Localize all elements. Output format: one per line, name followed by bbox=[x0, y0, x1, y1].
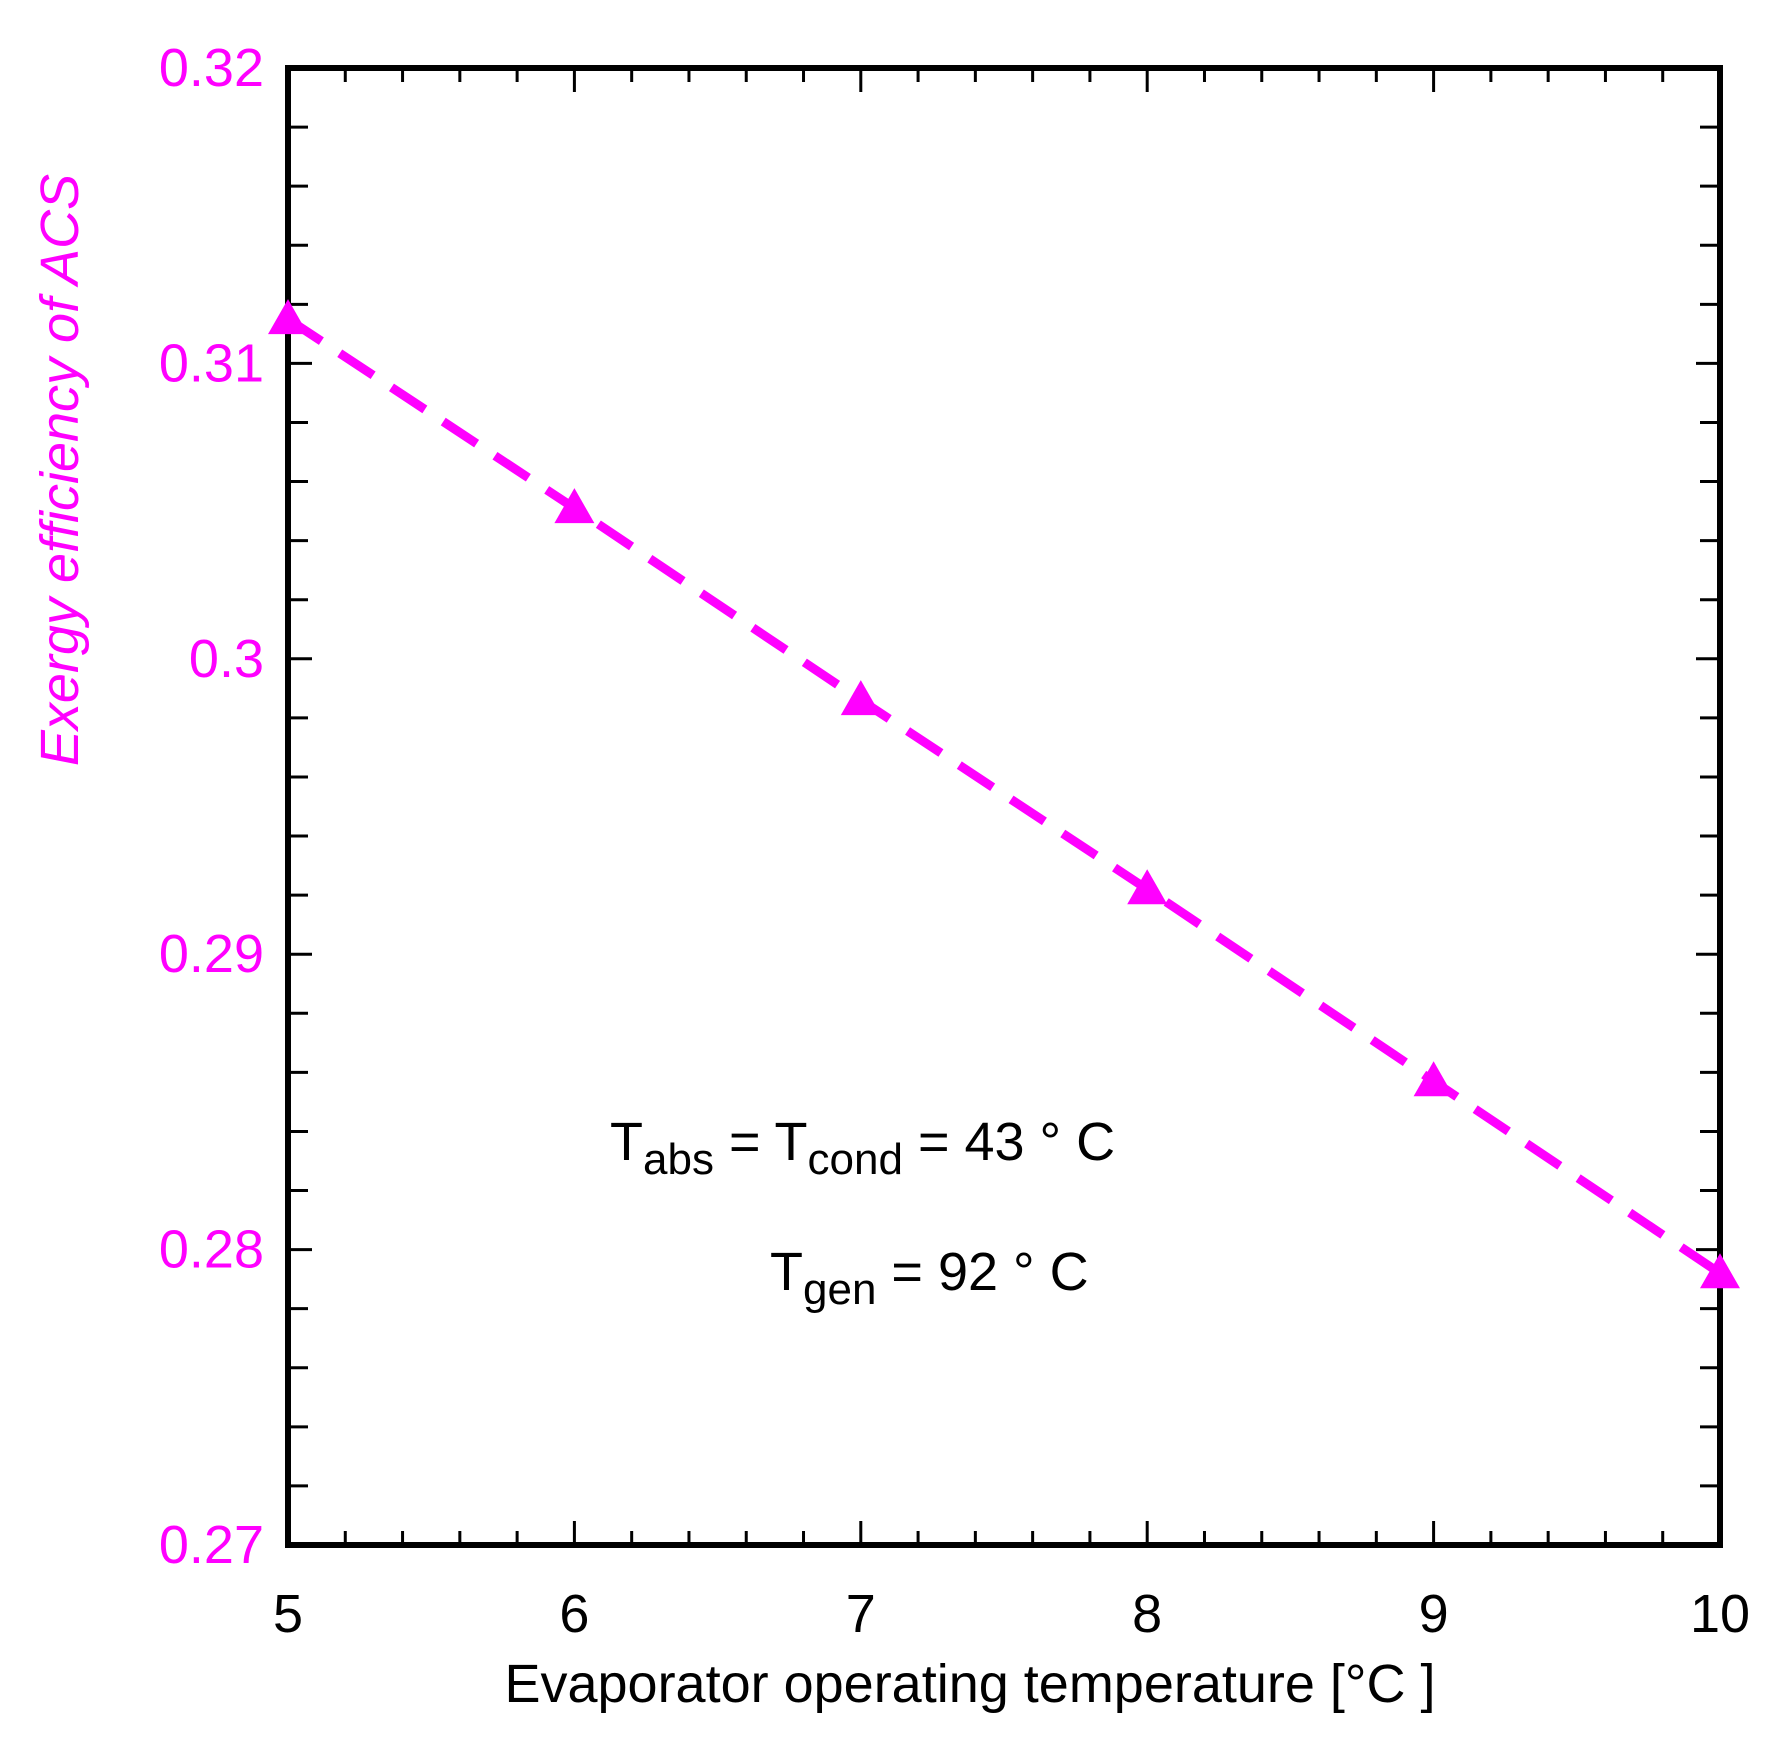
y-tick-label: 0.31 bbox=[159, 333, 264, 393]
x-axis-label: Evaporator operating temperature [°C ] bbox=[504, 1654, 1435, 1714]
series-line bbox=[285, 315, 1723, 1277]
series-group bbox=[268, 299, 1740, 1289]
y-tick-labels: 0.27 0.28 0.29 0.3 0.31 0.32 bbox=[159, 38, 264, 1575]
y-tick-label: 0.27 bbox=[159, 1515, 264, 1575]
y-tick-label: 0.32 bbox=[159, 38, 264, 98]
data-point-triangle bbox=[840, 680, 881, 716]
x-tick-label: 8 bbox=[1132, 1584, 1162, 1644]
x-tick-label: 9 bbox=[1419, 1584, 1449, 1644]
annotation-abs-cond: Tabs = Tcond = 43 ° C bbox=[610, 1112, 1115, 1184]
y-tick-label: 0.28 bbox=[159, 1220, 264, 1280]
x-tick-label: 6 bbox=[559, 1584, 589, 1644]
data-point-triangle bbox=[1127, 869, 1168, 905]
data-point-triangle bbox=[554, 488, 595, 524]
y-tick-label: 0.29 bbox=[159, 924, 264, 984]
y-minor-ticks bbox=[288, 66, 1720, 1547]
annotation-gen: Tgen = 92 ° C bbox=[770, 1242, 1089, 1314]
plot-frame bbox=[285, 65, 1723, 1548]
data-point-triangle bbox=[1413, 1061, 1454, 1097]
x-tick-label: 10 bbox=[1690, 1584, 1750, 1644]
y-tick-label: 0.3 bbox=[189, 629, 264, 689]
y-axis-label: Exergy efficiency of ACS bbox=[30, 174, 90, 766]
data-point-triangle bbox=[268, 299, 308, 335]
data-point-triangle bbox=[1700, 1253, 1740, 1289]
x-minor-ticks bbox=[286, 68, 1722, 1545]
x-tick-label: 5 bbox=[273, 1584, 303, 1644]
x-tick-labels: 5 6 7 8 9 10 bbox=[273, 1584, 1750, 1644]
x-tick-label: 7 bbox=[846, 1584, 876, 1644]
